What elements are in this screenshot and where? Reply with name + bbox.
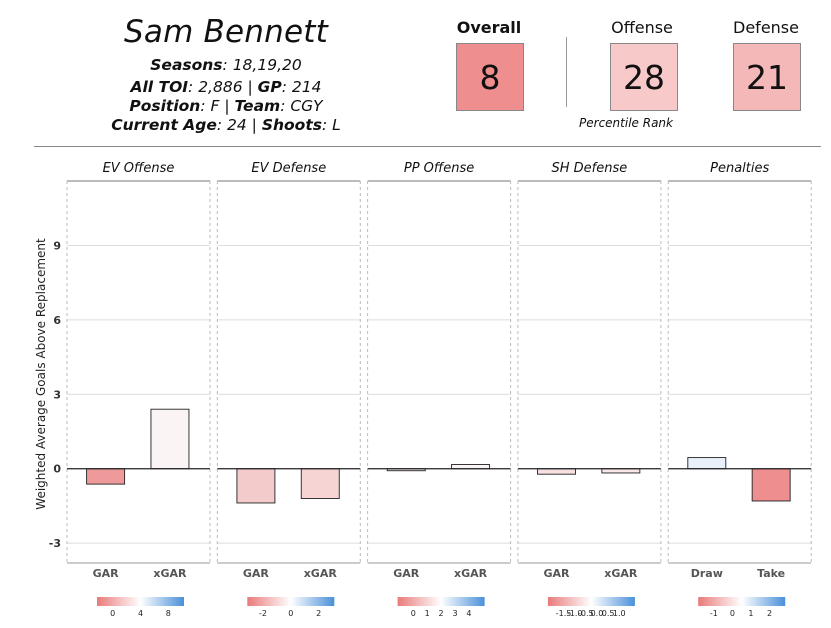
legend-tick-label: 2: [439, 609, 444, 618]
bar-gar: [86, 468, 126, 485]
gp-label: GP: [257, 78, 282, 96]
legend-tick-label: -2: [259, 609, 267, 618]
legend-tick-label: 8: [166, 609, 171, 618]
legend-tick-label: 4: [466, 609, 471, 618]
x-tick-label: xGAR: [454, 567, 488, 580]
bar-xgar: [451, 464, 491, 470]
color-legend-bar: [547, 597, 635, 606]
age-value: : 24 |: [216, 116, 262, 134]
x-tick-label: Draw: [691, 567, 723, 580]
panel-ev-offense: EV Offense GAR xGAR 0 4 8: [66, 161, 211, 618]
shoots-label: Shoots: [261, 116, 322, 134]
bar-take: [751, 468, 791, 502]
panel-title: EV Offense: [103, 161, 175, 176]
gar-chart: Weighted Average Goals Above Replacement…: [34, 161, 812, 618]
legend-tick-label: 2: [767, 609, 772, 618]
x-tick-label: GAR: [544, 567, 571, 580]
color-legend-bar: [698, 597, 786, 606]
bar-gar: [537, 468, 576, 475]
legend-tick-label: 0: [288, 609, 293, 618]
y-tick-label: 6: [53, 314, 61, 327]
bar-draw: [687, 457, 727, 470]
panel-title: EV Defense: [251, 161, 326, 176]
toi-gp-line: All TOI: 2,886 | GP: 214: [66, 78, 386, 96]
gp-value: : 214: [281, 78, 322, 96]
color-legend-bar: [397, 597, 485, 606]
legend-tick-label: 0.0: [591, 609, 604, 618]
legend-tick-label: 0: [730, 609, 735, 618]
legend-tick-label: -0.5: [578, 609, 594, 618]
offense-rank-box: 28: [610, 43, 678, 111]
age-shoots-line: Current Age: 24 | Shoots: L: [66, 116, 386, 134]
toi-value: : 2,886 |: [188, 78, 258, 96]
legend-tick-label: 0: [110, 609, 115, 618]
age-label: Current Age: [111, 116, 217, 134]
percentile-rank-caption: Percentile Rank: [579, 116, 673, 130]
legend-tick-label: 4: [138, 609, 143, 618]
x-tick-label: xGAR: [304, 567, 338, 580]
offense-label: Offense: [611, 18, 673, 37]
legend-tick-label: 1.0: [613, 609, 626, 618]
seasons-label: Seasons: [150, 56, 223, 74]
bar-xgar: [601, 468, 641, 474]
legend-tick-label: 0: [411, 609, 416, 618]
color-legend-bar: [97, 597, 184, 606]
y-axis-label: Weighted Average Goals Above Replacement: [34, 238, 48, 510]
legend-tick-label: 2: [316, 609, 321, 618]
panel-title: SH Defense: [552, 161, 628, 176]
legend-tick-label: 3: [452, 609, 457, 618]
color-legend-bar: [247, 597, 335, 606]
x-tick-label: GAR: [93, 567, 120, 580]
panel-title: PP Offense: [404, 161, 474, 176]
shoots-value: : L: [321, 116, 341, 134]
legend-tick-label: -1: [710, 609, 718, 618]
defense-label: Defense: [733, 18, 799, 37]
panel-pp-offense: PP Offense GAR xGAR 0 1 2 3 4: [367, 161, 512, 618]
legend-tick-label: -1.5: [556, 609, 572, 618]
panel-sh-defense: SH Defense GAR xGAR -1.5-1.0-0.50.00.51.0: [517, 161, 662, 618]
y-tick-label: 9: [53, 239, 61, 252]
position-label: Position: [129, 97, 201, 115]
x-tick-label: GAR: [393, 567, 420, 580]
legend-tick-label: 0.5: [602, 609, 615, 618]
legend-tick-label: -1.0: [567, 609, 583, 618]
team-label: Team: [234, 97, 281, 115]
defense-rank-box: 21: [733, 43, 801, 111]
panel-ev-defense: EV Defense GAR xGAR -2 0 2: [216, 161, 361, 618]
rank-divider: [566, 37, 567, 107]
x-tick-label: GAR: [243, 567, 270, 580]
overall-label: Overall: [456, 18, 522, 37]
position-team-line: Position: F | Team: CGY: [66, 97, 386, 115]
header-divider: [34, 146, 821, 147]
bar-xgar: [150, 408, 190, 470]
bar-xgar: [300, 468, 340, 499]
y-tick-label: -3: [49, 537, 61, 550]
x-tick-label: Take: [757, 567, 785, 580]
x-tick-label: xGAR: [153, 567, 187, 580]
overall-rank-box: 8: [456, 43, 524, 111]
seasons-value: : 18,19,20: [222, 56, 302, 74]
bar-gar: [236, 468, 276, 504]
team-value: : CGY: [280, 97, 323, 115]
position-value: : F |: [200, 97, 235, 115]
y-tick-label: 3: [53, 388, 61, 401]
toi-label: All TOI: [130, 78, 189, 96]
panel-title: Penalties: [710, 161, 769, 176]
player-name: Sam Bennett: [124, 14, 328, 50]
y-tick-label: 0: [53, 463, 61, 476]
x-tick-label: xGAR: [604, 567, 638, 580]
panel-penalties: Penalties Draw Take -1 0 1 2: [667, 161, 812, 618]
legend-tick-label: 1: [748, 609, 753, 618]
seasons-line: Seasons: 18,19,20: [66, 56, 386, 74]
player-card-header: Sam Bennett Seasons: 18,19,20 All TOI: 2…: [0, 0, 831, 146]
legend-tick-label: 1: [425, 609, 430, 618]
